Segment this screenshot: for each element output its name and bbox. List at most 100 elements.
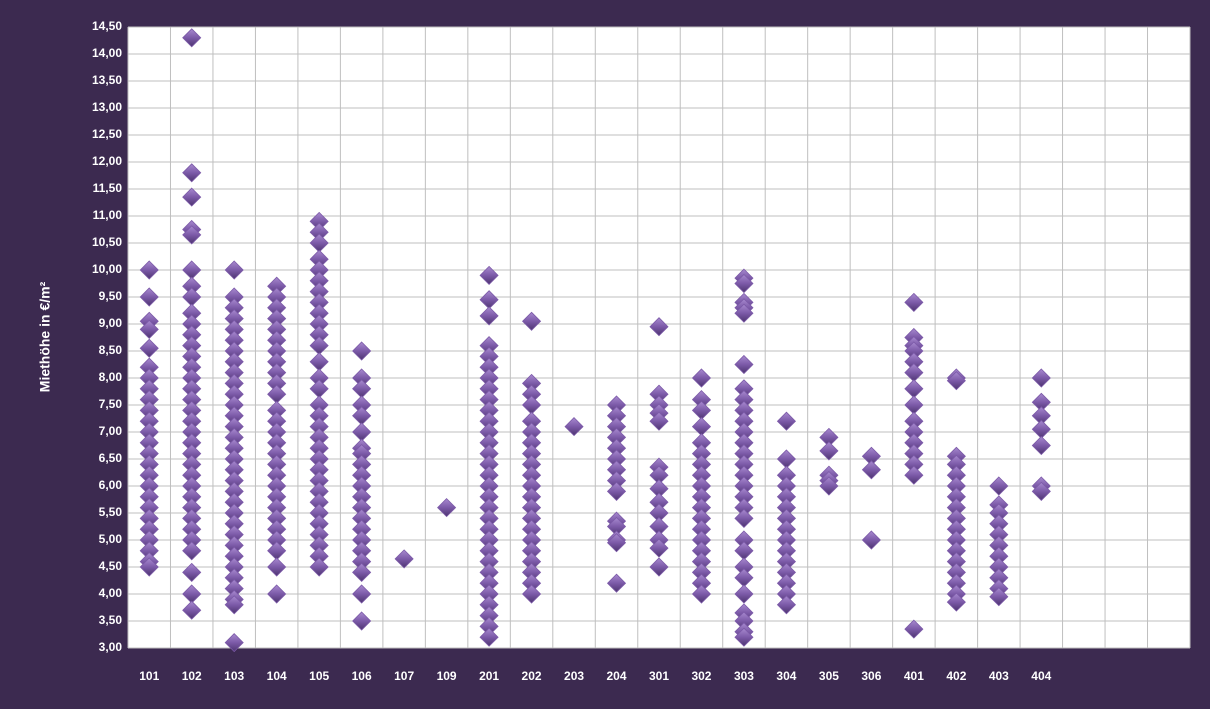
diamond-marker [182,28,202,48]
diamond-marker [691,368,712,388]
diamond-marker [224,633,244,653]
diamond-marker [139,319,159,339]
diamond-marker [606,573,627,593]
x-tick-label: 203 [564,669,584,683]
y-tick-label: 12,00 [92,154,122,168]
y-tick-label: 14,00 [92,46,122,60]
diamond-marker [224,260,244,280]
diamond-marker [1031,435,1051,456]
diamond-marker [649,411,669,431]
diamond-marker [394,549,414,569]
x-tick-label: 107 [394,669,414,683]
diamond-marker [649,557,669,577]
diamond-marker [139,260,159,280]
diamond-marker [734,354,754,375]
diamond-marker [989,476,1009,496]
diamond-marker [139,338,159,358]
diamond-marker [734,508,754,528]
diamond-marker [734,273,754,294]
x-tick-label: 402 [946,669,966,683]
y-tick-label: 12,50 [92,127,122,141]
diamond-marker [182,600,202,620]
diamond-marker [182,163,202,183]
diamond-marker [564,417,584,437]
diamond-marker [734,584,754,604]
diamond-marker [182,225,202,245]
diamond-marker [819,441,839,461]
x-tick-label: 404 [1031,669,1051,683]
diamond-marker [309,557,329,577]
diamond-marker [606,533,627,553]
y-tick-label: 4,50 [99,559,123,573]
x-tick-label: 304 [776,669,796,683]
x-tick-label: 401 [904,669,924,683]
diamond-marker [734,303,754,323]
x-tick-label: 306 [861,669,881,683]
y-tick-label: 4,00 [99,586,123,600]
diamond-marker [521,584,542,604]
diamond-marker [437,498,457,518]
y-tick-label: 5,00 [99,532,123,546]
diamond-marker [861,530,881,550]
diamond-marker [267,557,287,577]
x-tick-label: 301 [649,669,669,683]
diamond-marker [734,627,754,647]
y-tick-label: 11,00 [93,208,123,222]
x-tick-label: 303 [734,669,754,683]
y-tick-label: 9,50 [99,289,123,303]
y-axis-label: Miethöhe in €/m² [37,281,53,392]
diamond-marker [989,587,1009,607]
y-tick-label: 13,50 [92,73,122,87]
y-tick-label: 7,00 [99,424,123,438]
diamond-marker [479,306,499,326]
diamond-marker [352,611,372,631]
diamond-marker [606,481,627,501]
y-tick-label: 6,50 [99,451,123,465]
diamond-marker [267,584,287,604]
x-tick-label: 105 [309,669,329,683]
y-tick-label: 3,00 [99,640,123,654]
y-tick-label: 11,50 [93,181,123,195]
y-tick-label: 8,00 [99,370,123,384]
diamond-marker [352,562,372,582]
y-tick-label: 10,00 [92,262,122,276]
diamond-marker [776,595,797,615]
diamond-marker [946,592,966,612]
x-tick-label: 102 [182,669,202,683]
diamond-marker [182,562,202,582]
diamond-marker [352,584,372,604]
diamond-marker [904,292,924,312]
x-tick-label: 302 [691,669,711,683]
y-tick-label: 8,50 [99,343,123,357]
diamond-marker [139,557,159,577]
diamond-marker [904,465,924,485]
x-tick-label: 109 [437,669,457,683]
diamond-marker [352,341,372,361]
diamond-marker [1031,481,1051,501]
diamond-marker [479,265,499,285]
x-tick-label: 101 [139,669,159,683]
y-tick-label: 6,00 [99,478,123,492]
diamond-marker [139,287,159,307]
y-tick-label: 5,50 [99,505,123,519]
diamond-marker [1031,368,1051,388]
y-tick-label: 13,00 [92,100,122,114]
diamond-marker [861,460,881,480]
diamond-marker [691,584,712,604]
diamond-marker [182,187,202,207]
diamond-marker [182,541,202,561]
diamond-marker [649,538,669,558]
diamond-marker [479,627,499,647]
diamond-marker [946,371,966,391]
diamond-marker [904,619,924,639]
diamond-marker [776,411,797,431]
y-tick-label: 9,00 [99,316,123,330]
x-tick-label: 403 [989,669,1009,683]
x-tick-label: 305 [819,669,839,683]
y-tick-label: 3,50 [99,613,123,627]
x-tick-label: 201 [479,669,499,683]
x-tick-label: 104 [267,669,287,683]
y-tick-label: 10,50 [92,235,122,249]
diamond-marker [819,476,839,496]
